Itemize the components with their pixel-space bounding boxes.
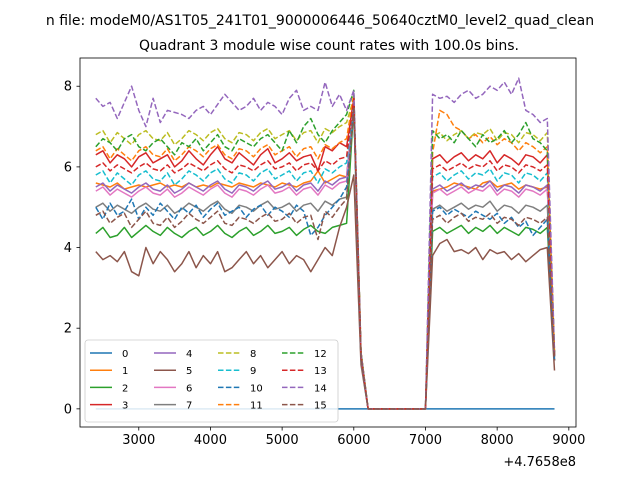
legend-label: 7 (186, 401, 192, 412)
legend-box (84, 339, 339, 423)
y-tick-label: 0 (64, 402, 72, 417)
legend-label: 10 (250, 383, 263, 394)
series-line-8 (95, 97, 556, 410)
series-line-1 (95, 101, 556, 410)
legend-label: 11 (250, 401, 263, 412)
legend-label: 14 (314, 383, 327, 394)
x-tick-label: 7000 (409, 433, 442, 448)
series-line-11 (95, 93, 556, 410)
legend-label: 3 (122, 401, 128, 412)
series-line-3 (95, 97, 556, 410)
legend-label: 0 (122, 349, 128, 360)
legend-label: 13 (314, 366, 327, 377)
series-line-13 (95, 97, 556, 410)
y-tick-label: 8 (64, 80, 72, 95)
plot-area: 3000 4000 5000 6000 7000 8000 9000024680123456… (64, 57, 585, 448)
series-line-5 (95, 174, 556, 410)
legend-label: 8 (250, 349, 256, 360)
series-line-10 (95, 109, 556, 410)
series-line-7 (95, 105, 556, 410)
y-tick-label: 2 (64, 322, 72, 337)
series-line-4 (95, 101, 556, 410)
x-offset-label: +4.7658e8 (503, 455, 576, 470)
legend-label: 6 (186, 383, 192, 394)
series-line-2 (95, 105, 556, 410)
x-tick-label: 9000 (552, 433, 585, 448)
x-tick-label: 3000 (122, 433, 155, 448)
x-tick-label: 4000 (194, 433, 227, 448)
legend-label: 15 (314, 401, 327, 412)
y-tick-label: 6 (64, 160, 72, 175)
series-line-12 (95, 89, 556, 410)
x-tick-label: 6000 (337, 433, 370, 448)
y-tick-label: 4 (64, 241, 72, 256)
legend-label: 2 (122, 383, 128, 394)
legend-label: 12 (314, 349, 327, 360)
series-line-14 (95, 77, 556, 410)
figure-suptitle: n file: modeM0/AS1T05_241T01_9000006446_… (46, 13, 594, 29)
axes-frame (79, 57, 577, 428)
series-line-6 (95, 101, 556, 410)
series-lines (95, 77, 556, 410)
legend-label: 5 (186, 366, 192, 377)
series-line-9 (95, 101, 556, 410)
x-tick-label: 5000 (266, 433, 299, 448)
chart-title: Quadrant 3 module wise count rates with … (139, 38, 519, 54)
x-tick-label: 8000 (481, 433, 514, 448)
legend-label: 9 (250, 366, 256, 377)
legend-label: 1 (122, 366, 128, 377)
legend-label: 4 (186, 349, 192, 360)
